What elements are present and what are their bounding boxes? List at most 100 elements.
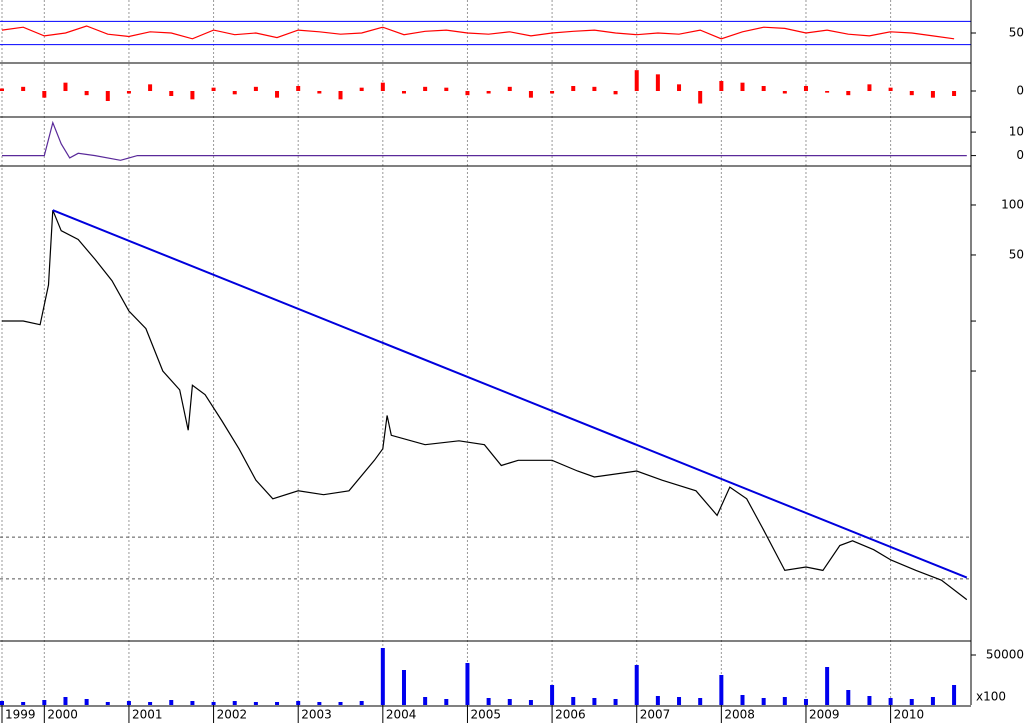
x-tick-label: 2005 (470, 708, 501, 722)
bar (930, 697, 935, 705)
series-line (2, 120, 967, 161)
bar (42, 91, 47, 98)
bar (380, 648, 385, 705)
x-tick-label: 2007 (640, 708, 671, 722)
x-tick-label: 2002 (217, 708, 248, 722)
trend-line (52, 209, 968, 579)
bar (253, 86, 258, 91)
x-tick-label: 2008 (724, 708, 755, 722)
series-line (2, 209, 968, 601)
bar (253, 702, 258, 705)
bar (275, 702, 280, 705)
bar (317, 702, 322, 705)
y-tick-label: 0 (1016, 148, 1024, 162)
x-tick-label: 2006 (555, 708, 586, 722)
bar (550, 91, 555, 94)
bar (930, 91, 935, 98)
bar (0, 88, 4, 91)
bar (338, 702, 343, 705)
bar (677, 697, 682, 705)
bar (169, 700, 174, 705)
bar (909, 91, 914, 96)
x-tick-label: 2001 (132, 708, 163, 722)
series-line (1, 25, 955, 40)
bar (613, 699, 618, 705)
bar (740, 695, 745, 705)
y-tick-label: 10 (1009, 125, 1024, 139)
bar (888, 87, 893, 91)
y-tick-label: 50 (1009, 247, 1024, 261)
bar (486, 91, 491, 94)
bar (677, 84, 682, 91)
bar (296, 701, 301, 705)
bar (296, 86, 301, 91)
bar (359, 701, 364, 705)
bar (232, 701, 237, 705)
x-tick-label: 2000 (47, 708, 78, 722)
bar (105, 91, 110, 101)
bar (952, 91, 957, 96)
bar (169, 91, 174, 96)
x-tick-label: 2003 (301, 708, 332, 722)
bar (528, 700, 533, 705)
bar (719, 675, 724, 705)
bar (63, 82, 68, 91)
bar (740, 82, 745, 91)
bar (613, 91, 618, 95)
bar (0, 701, 4, 705)
x-tick-label: 2010 (894, 708, 925, 722)
bar (761, 698, 766, 705)
y-tick-label: 100 (1001, 197, 1024, 211)
bar (655, 696, 660, 705)
bar (105, 702, 110, 705)
bar (528, 91, 533, 98)
bar (803, 86, 808, 91)
bar (444, 699, 449, 705)
bar (338, 91, 343, 100)
bar (148, 702, 153, 705)
bar (867, 84, 872, 91)
bar (359, 87, 364, 91)
bar (232, 91, 237, 95)
x-tick-label: 2009 (809, 708, 840, 722)
bar (952, 685, 957, 705)
bar (592, 698, 597, 705)
bar (126, 701, 131, 705)
x-tick-label: 2004 (386, 708, 417, 722)
bar (571, 697, 576, 705)
bar (825, 91, 830, 93)
bar (507, 699, 512, 705)
bar (148, 84, 153, 91)
bar (275, 91, 280, 98)
y-tick-label: 0 (1016, 84, 1024, 98)
bar (126, 91, 131, 94)
bar (507, 86, 512, 91)
bar (592, 86, 597, 91)
bar (465, 91, 470, 96)
bar (486, 698, 491, 705)
bar (550, 685, 555, 705)
bar (211, 87, 216, 91)
bar (401, 670, 406, 705)
bar (423, 697, 428, 705)
bar (782, 91, 787, 94)
x-tick-label: 1999 (5, 708, 36, 722)
bar (63, 697, 68, 705)
bar (571, 86, 576, 91)
bar (42, 700, 47, 705)
bar (782, 697, 787, 705)
bar (909, 699, 914, 705)
y-tick-label: 50000 (986, 648, 1024, 662)
bar (21, 702, 26, 705)
bar (846, 91, 851, 96)
bar (465, 663, 470, 705)
bar (698, 91, 703, 104)
unit-label: x100 (976, 690, 1006, 704)
bar (719, 81, 724, 91)
bar (211, 702, 216, 705)
bar (317, 91, 322, 94)
bar (634, 665, 639, 705)
bar (655, 74, 660, 91)
bar (846, 690, 851, 705)
